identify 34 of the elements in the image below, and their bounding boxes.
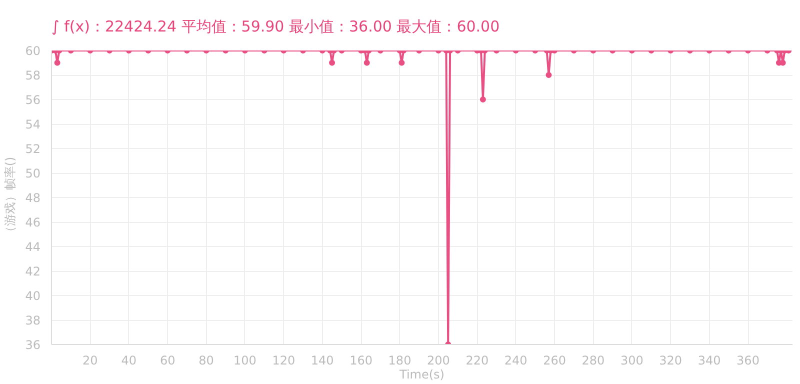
y-axis-title: （游戏）帧率() (3, 156, 18, 238)
x-tick-label: 320 (659, 354, 682, 368)
x-tick-label: 160 (350, 354, 373, 368)
x-tick-label: 80 (198, 354, 214, 368)
x-tick-label: 60 (160, 354, 176, 368)
x-tick-label: 40 (121, 354, 137, 368)
y-tick-label: 54 (25, 118, 41, 132)
x-tick-label: 340 (698, 354, 721, 368)
x-tick-label: 280 (582, 354, 605, 368)
x-tick-label: 140 (310, 354, 334, 368)
y-tick-label: 52 (25, 142, 41, 156)
y-tick-label: 46 (25, 216, 41, 230)
y-tick-label: 42 (25, 264, 41, 278)
x-tick-label: 120 (272, 354, 296, 368)
chart-title: ∫ f(x)：22424.24 平均值：59.90 最小值：36.00 最大值：60.00 (52, 18, 500, 36)
x-tick-label: 20 (82, 354, 98, 368)
y-tick-label: 38 (25, 314, 41, 328)
x-tick-label: 220 (466, 354, 489, 368)
y-tick-label: 50 (25, 166, 41, 180)
x-tick-label: 180 (388, 354, 412, 368)
y-tick-label: 44 (25, 240, 41, 254)
x-axis-title: Time(s) (398, 368, 444, 382)
x-tick-label: 100 (234, 354, 256, 368)
y-tick-label: 36 (25, 338, 41, 352)
y-tick-label: 58 (25, 68, 41, 82)
x-tick-label: 360 (736, 354, 760, 368)
x-tick-label: 260 (543, 354, 566, 368)
x-tick-label: 300 (620, 354, 644, 368)
x-tick-label: 240 (504, 354, 528, 368)
y-tick-label: 56 (25, 93, 41, 107)
x-tick-label: 200 (426, 354, 450, 368)
y-tick-label: 48 (25, 191, 41, 205)
y-tick-label: 40 (25, 289, 41, 303)
y-tick-label: 60 (25, 44, 41, 58)
